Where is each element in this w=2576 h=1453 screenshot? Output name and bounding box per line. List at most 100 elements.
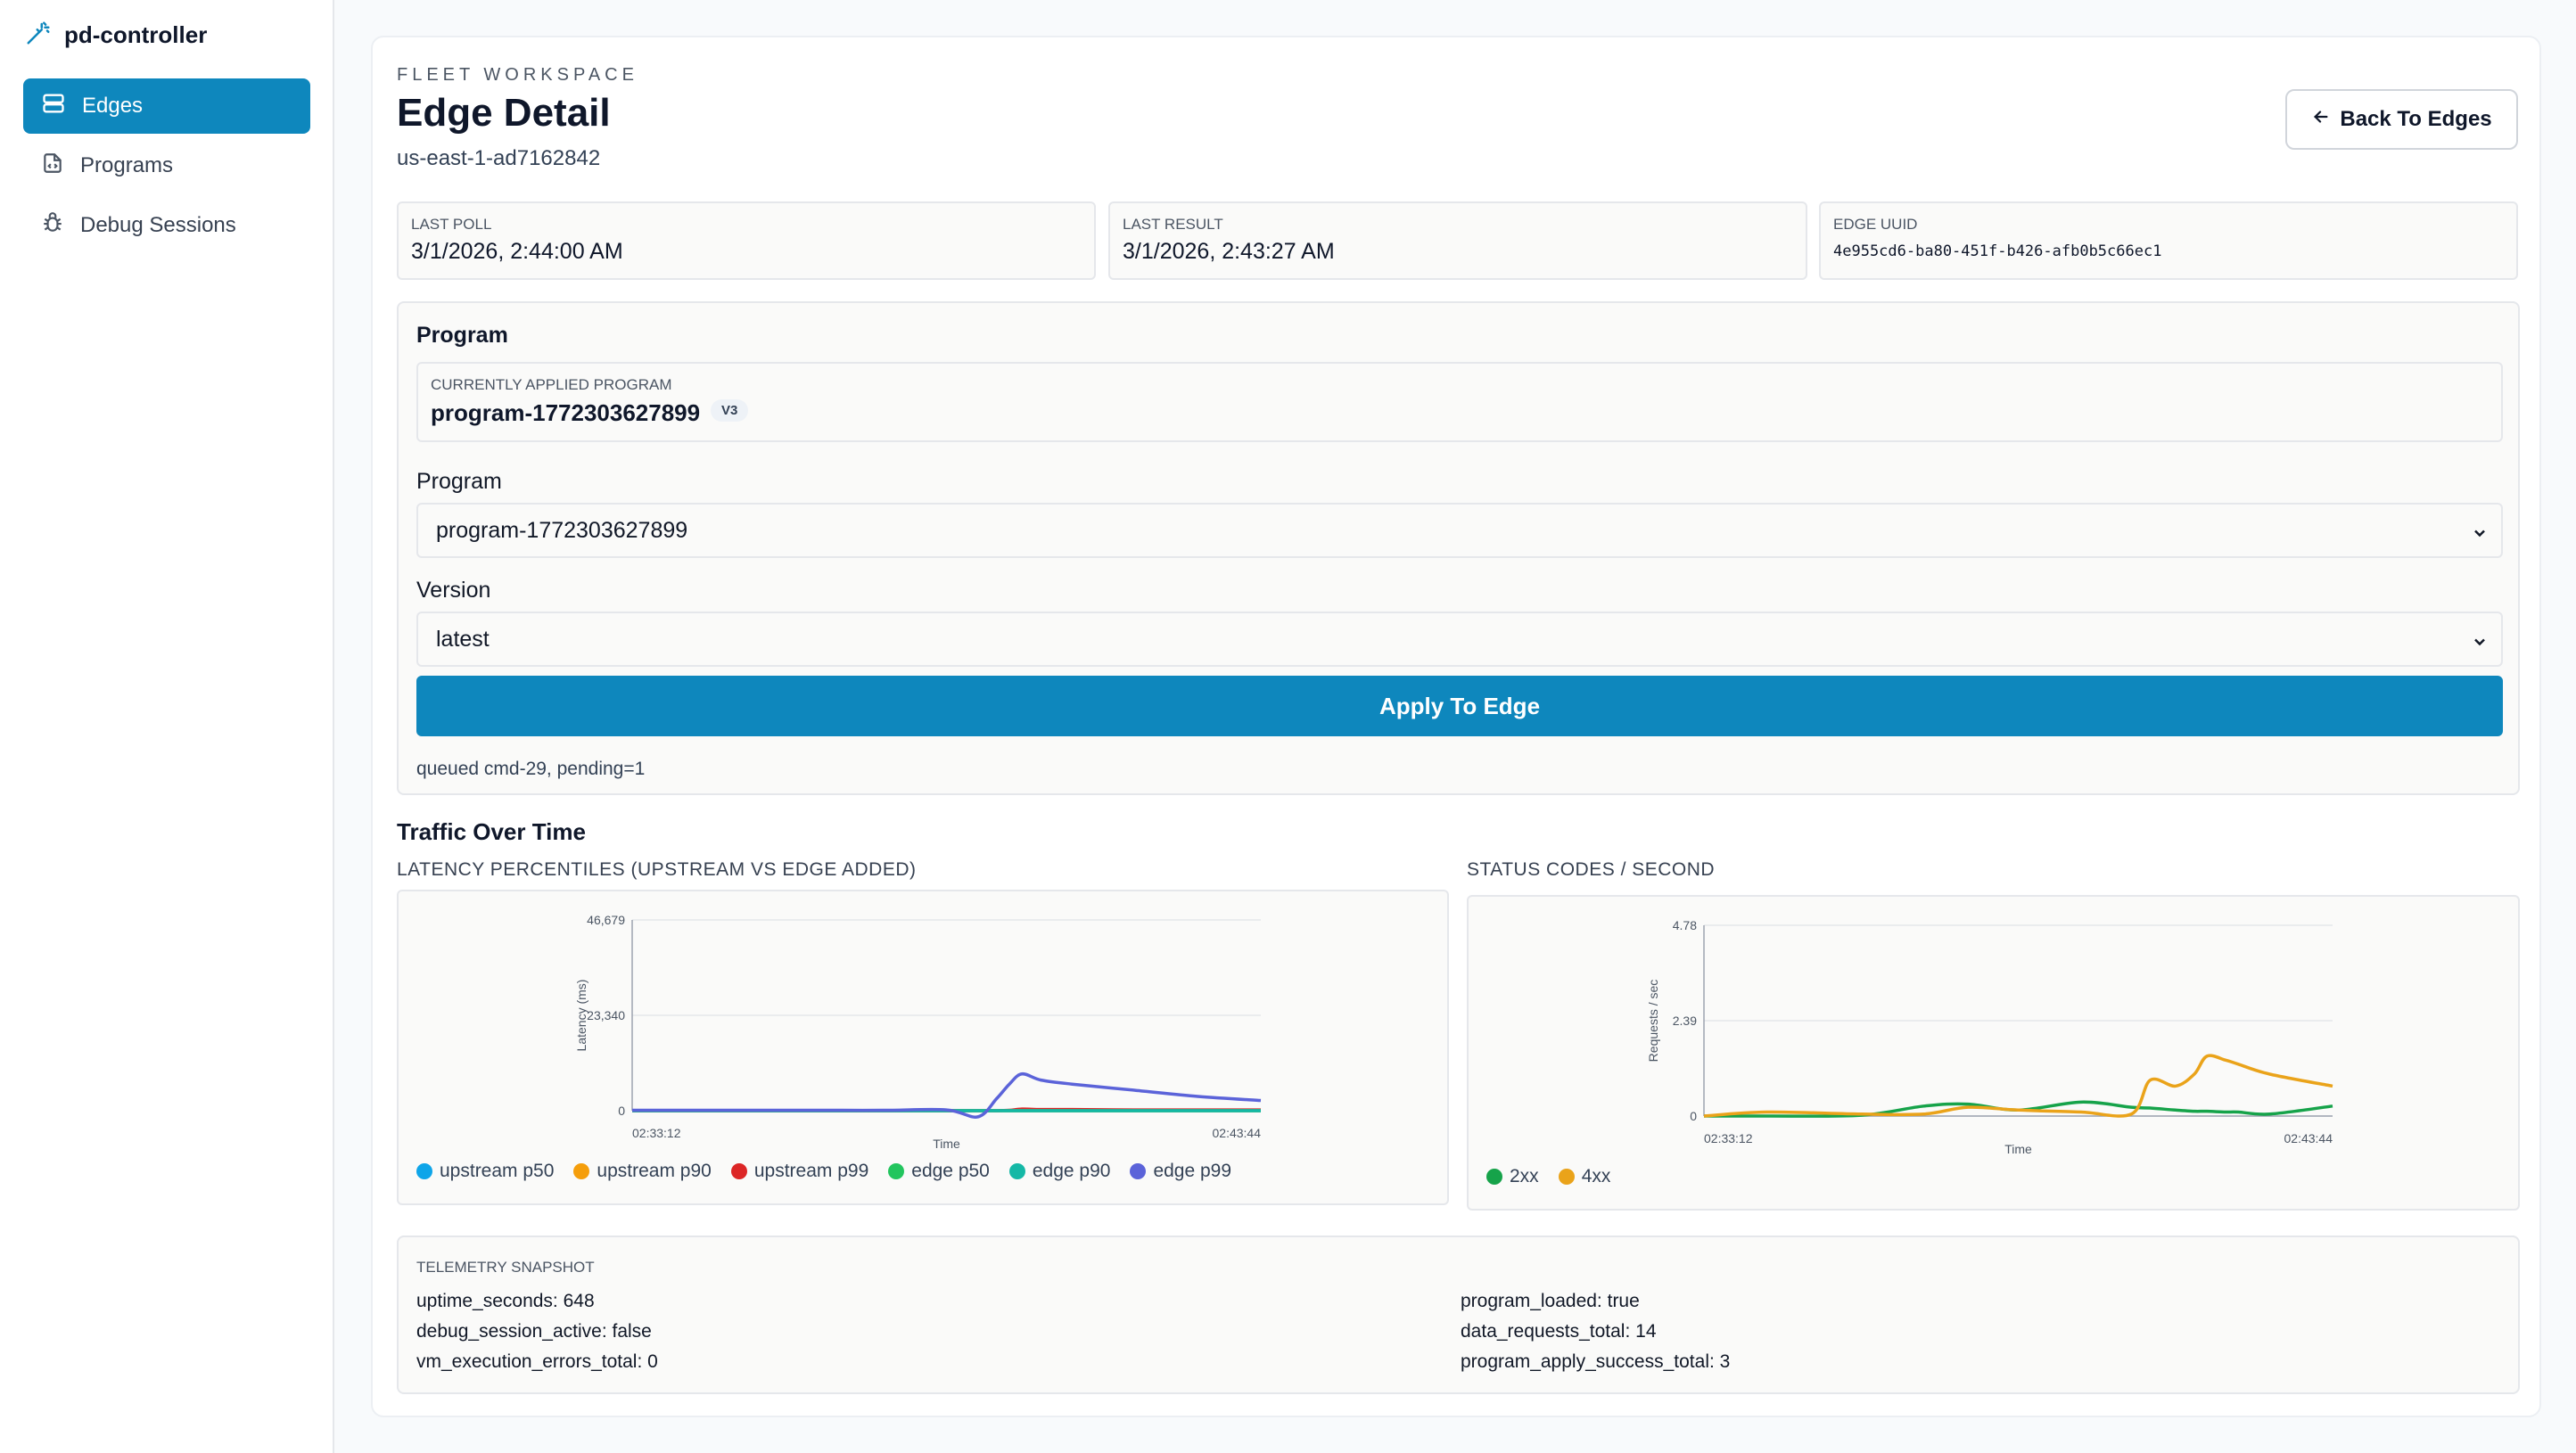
legend-swatch [573, 1163, 590, 1179]
brand-name: pd-controller [64, 21, 208, 48]
y-tick-label: 46,679 [587, 913, 625, 927]
program-field-label: Program [416, 469, 502, 494]
legend-item[interactable]: upstream p90 [573, 1161, 712, 1182]
legend-item[interactable]: edge p90 [1008, 1161, 1111, 1182]
status-chart-label: Status Codes / Second [1467, 859, 1716, 880]
legend-item[interactable]: upstream p50 [416, 1161, 554, 1182]
server-icon [41, 91, 66, 122]
info-value: 4e955cd6-ba80-451f-b426-afb0b5c66ec1 [1833, 242, 2162, 260]
edge-detail-card: FLEET WORKSPACE Edge Detail us-east-1-ad… [371, 36, 2541, 1417]
x-tick-label: 02:33:12 [632, 1126, 681, 1140]
latency-legend: upstream p50 upstream p90 upstream p99 edge… [416, 1161, 1231, 1182]
arrow-left-icon [2311, 107, 2331, 133]
legend-label: upstream p50 [440, 1161, 555, 1181]
back-button-label: Back To Edges [2340, 107, 2492, 131]
x-tick-label: 02:43:44 [1213, 1126, 1262, 1140]
legend-swatch [1008, 1163, 1025, 1179]
version-select-value: latest [436, 626, 490, 652]
program-select[interactable]: program-1772303627899 [416, 503, 2503, 558]
legend-label: upstream p90 [597, 1161, 712, 1181]
x-axis-title: Time [933, 1137, 960, 1151]
sidebar-item-label: Debug Sessions [80, 213, 236, 237]
telemetry-label: Telemetry Snapshot [416, 1259, 595, 1276]
chevron-down-icon [2471, 631, 2489, 657]
latency-chart-label: Latency Percentiles (Upstream vs Edge Ad… [397, 859, 917, 880]
telemetry-item: data_requests_total: 14 [1461, 1321, 1657, 1342]
sidebar-item-programs[interactable]: Programs [23, 138, 310, 193]
info-value: 3/1/2026, 2:43:27 AM [1123, 239, 1335, 264]
series-line-edge-p99 [632, 1071, 1262, 1119]
sidebar: pd-controller Edges Programs Debug Sessi… [0, 0, 334, 1453]
traffic-title: Traffic Over Time [397, 818, 586, 845]
legend-label: edge p99 [1153, 1161, 1232, 1181]
queue-status: queued cmd-29, pending=1 [416, 759, 646, 779]
telemetry-item: uptime_seconds: 648 [416, 1291, 595, 1311]
legend-label: 4xx [1581, 1166, 1611, 1186]
series-line-4xx [1703, 1054, 2333, 1118]
x-axis-title: Time [2004, 1142, 2032, 1156]
telemetry-item: vm_execution_errors_total: 0 [416, 1351, 658, 1372]
y-axis-title: Requests / sec [1646, 980, 1660, 1063]
edge-uuid-box: Edge UUID 4e955cd6-ba80-451f-b426-afb0b5… [1819, 201, 2518, 280]
applied-program-box: Currently Applied Program program-177230… [416, 362, 2503, 442]
sidebar-item-debug-sessions[interactable]: Debug Sessions [23, 198, 310, 253]
status-chart: 0 2.39 4.78 02:33:12 02:43:44 Time Requests / … [1467, 895, 2520, 1211]
applied-label: Currently Applied Program [431, 376, 672, 393]
legend-item[interactable]: edge p50 [888, 1161, 990, 1182]
telemetry-snapshot: Telemetry Snapshot uptime_seconds: 648 d… [397, 1235, 2520, 1394]
applied-program-name: program-1772303627899 [431, 399, 701, 426]
sidebar-item-label: Programs [80, 153, 174, 177]
bug-icon [41, 211, 64, 241]
y-tick-label: 2.39 [1673, 1014, 1697, 1028]
brand[interactable]: pd-controller [25, 20, 207, 51]
file-code-icon [41, 152, 64, 181]
chevron-down-icon [2471, 522, 2489, 548]
version-badge: V3 [711, 399, 749, 422]
y-tick-label: 4.78 [1673, 918, 1697, 932]
status-legend: 2xx 4xx [1486, 1166, 1610, 1187]
info-value: 3/1/2026, 2:44:00 AM [411, 239, 623, 264]
magic-wand-icon [25, 20, 52, 51]
telemetry-item: program_loaded: true [1461, 1291, 1640, 1311]
y-axis-title: Latency (ms) [574, 980, 588, 1052]
version-select[interactable]: latest [416, 612, 2503, 667]
legend-label: 2xx [1510, 1166, 1539, 1186]
legend-swatch [1486, 1169, 1502, 1185]
legend-swatch [888, 1163, 905, 1179]
legend-swatch [1558, 1169, 1575, 1185]
apply-to-edge-button[interactable]: Apply To Edge [416, 676, 2503, 736]
y-tick-label: 0 [618, 1104, 625, 1118]
status-chart-svg: 0 2.39 4.78 02:33:12 02:43:44 Time Requests / … [1646, 918, 2333, 1156]
sidebar-item-edges[interactable]: Edges [23, 78, 310, 134]
y-tick-label: 23,340 [587, 1008, 625, 1022]
legend-item[interactable]: edge p99 [1130, 1161, 1231, 1182]
legend-item[interactable]: upstream p99 [730, 1161, 869, 1182]
telemetry-item: program_apply_success_total: 3 [1461, 1351, 1731, 1372]
info-label: Last Result [1123, 216, 1223, 233]
legend-swatch [1130, 1163, 1147, 1179]
latency-chart: 0 23,340 46,679 02:33:12 02:43:44 Time Latency… [397, 890, 1449, 1205]
legend-swatch [730, 1163, 747, 1179]
legend-item[interactable]: 2xx [1486, 1166, 1539, 1187]
legend-label: edge p50 [911, 1161, 990, 1181]
last-poll-box: Last Poll 3/1/2026, 2:44:00 AM [397, 201, 1096, 280]
back-to-edges-button[interactable]: Back To Edges [2285, 89, 2518, 150]
last-result-box: Last Result 3/1/2026, 2:43:27 AM [1108, 201, 1807, 280]
x-tick-label: 02:43:44 [2284, 1131, 2333, 1145]
eyebrow: FLEET WORKSPACE [397, 65, 638, 85]
version-field-label: Version [416, 578, 491, 603]
program-section-title: Program [416, 323, 508, 348]
legend-swatch [416, 1163, 432, 1179]
legend-label: edge p90 [1032, 1161, 1111, 1181]
sidebar-item-label: Edges [82, 94, 144, 118]
y-tick-label: 0 [1690, 1109, 1697, 1123]
info-label: Last Poll [411, 216, 492, 233]
legend-label: upstream p99 [753, 1161, 869, 1181]
info-label: Edge UUID [1833, 216, 1918, 233]
legend-item[interactable]: 4xx [1558, 1166, 1611, 1187]
latency-chart-svg: 0 23,340 46,679 02:33:12 02:43:44 Time Latency… [574, 913, 1262, 1151]
telemetry-item: debug_session_active: false [416, 1321, 652, 1342]
edge-name: us-east-1-ad7162842 [397, 146, 601, 170]
program-panel: Program Currently Applied Program progra… [397, 301, 2520, 795]
x-tick-label: 02:33:12 [1704, 1131, 1753, 1145]
